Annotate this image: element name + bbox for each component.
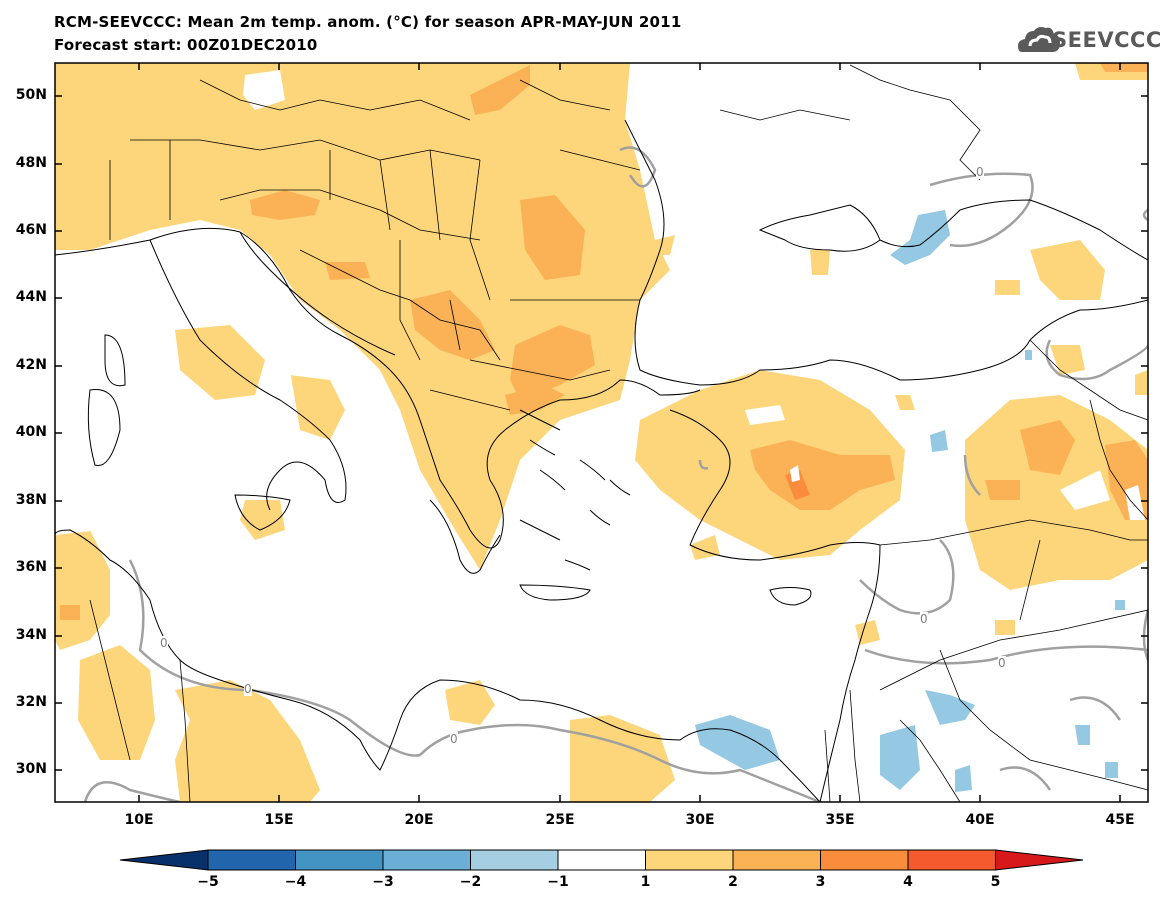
colorbar <box>119 849 1084 871</box>
colorbar-label: 4 <box>903 874 913 890</box>
lon-label: 25E <box>545 812 575 828</box>
colorbar-label: 5 <box>990 874 1001 890</box>
map-title: RCM-SEEVCCC: Mean 2m temp. anom. (°C) fo… <box>54 13 682 31</box>
contour-label: 0 <box>976 165 984 179</box>
lat-label: 30N <box>15 761 47 777</box>
forecast-start-label: Forecast start: 00Z01DEC2010 <box>54 36 318 54</box>
lat-label: 34N <box>15 627 47 643</box>
contour-label: 0 <box>160 636 168 650</box>
colorbar-label: −1 <box>547 874 569 890</box>
colorbar-label: −4 <box>284 874 307 890</box>
lat-label: 50N <box>15 87 47 103</box>
colorbar-label: 3 <box>815 874 826 890</box>
colorbar-label: −3 <box>372 874 394 890</box>
lon-label: 30E <box>685 812 715 828</box>
lon-label: 35E <box>825 812 855 828</box>
country-borders <box>89 64 1148 802</box>
contour-label: 0 <box>450 732 458 746</box>
lon-label: 10E <box>124 812 154 828</box>
lat-label: 42N <box>15 357 47 373</box>
logo-text: SEEVCCC <box>1052 28 1162 52</box>
contour-label: 0 <box>244 682 252 696</box>
colorbar-label: 2 <box>728 874 738 890</box>
lon-label: 15E <box>264 812 294 828</box>
contour-label: 0 <box>998 656 1006 670</box>
lat-label: 44N <box>15 289 47 305</box>
lat-label: 36N <box>15 559 47 575</box>
lat-label: 46N <box>15 222 47 238</box>
contour-label: 0 <box>920 612 928 626</box>
lat-label: 32N <box>15 694 47 710</box>
lon-label: 20E <box>404 812 434 828</box>
lon-label: 45E <box>1105 812 1135 828</box>
lat-label: 48N <box>15 155 47 171</box>
colorbar-label: −2 <box>459 874 482 890</box>
cloud-logo-icon <box>1018 27 1060 52</box>
lat-label: 38N <box>15 492 47 508</box>
lat-label: 40N <box>15 424 47 440</box>
lon-label: 40E <box>965 812 995 828</box>
coastlines <box>55 119 1148 802</box>
colorbar-label: 1 <box>640 874 651 890</box>
colorbar-label: −5 <box>197 874 219 890</box>
anomaly-1-2-fill <box>55 63 1148 802</box>
